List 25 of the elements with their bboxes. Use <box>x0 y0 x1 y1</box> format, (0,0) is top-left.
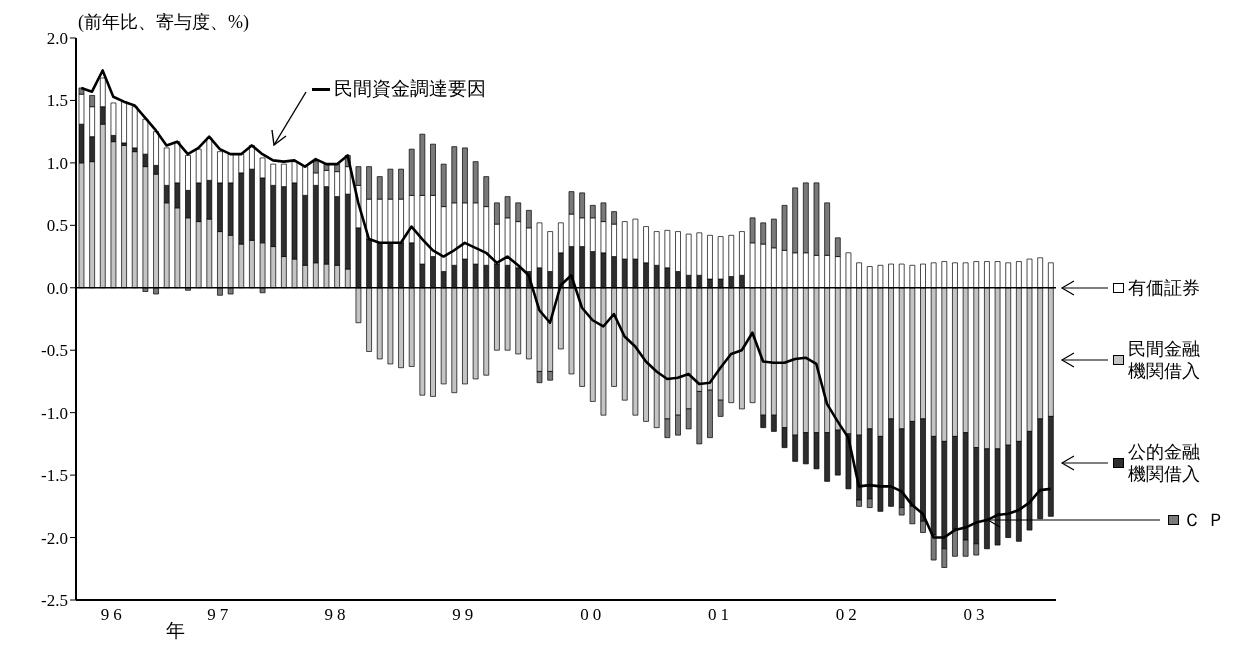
x-tick-label: 99 <box>452 605 478 625</box>
y-tick-label: 1.5 <box>46 91 68 111</box>
legend-label: 公的金融機関借入 <box>1128 441 1201 485</box>
y-axis-title: (前年比、寄与度、%) <box>78 11 249 34</box>
y-tick-label: -1.5 <box>41 466 68 486</box>
y-tick-label: 0.0 <box>46 278 68 298</box>
y-tick-label: 0.5 <box>46 216 68 236</box>
y-tick-label: 1.0 <box>46 153 68 173</box>
y-tick-label: 2.0 <box>46 29 68 49</box>
x-tick-label: 01 <box>707 605 733 625</box>
y-tick-label: -2.0 <box>41 528 68 548</box>
legend-label: ＣＰ <box>1183 509 1232 531</box>
x-tick-label: 02 <box>835 605 861 625</box>
x-tick-label: 03 <box>963 605 989 625</box>
x-tick-label: 00 <box>580 605 606 625</box>
y-tick-label: -2.5 <box>41 591 68 611</box>
x-tick-label: 98 <box>324 605 350 625</box>
legend-label: 民間金融機関借入 <box>1128 338 1201 382</box>
x-tick-label: 96 <box>100 605 126 625</box>
legend-label: 民間資金調達要因 <box>334 77 486 101</box>
y-tick-label: -1.0 <box>41 403 68 423</box>
x-axis-title: 年 <box>166 619 185 643</box>
x-tick-label: 97 <box>207 605 233 625</box>
y-tick-label: -0.5 <box>41 341 68 361</box>
legend-label: 有価証券 <box>1128 277 1201 299</box>
